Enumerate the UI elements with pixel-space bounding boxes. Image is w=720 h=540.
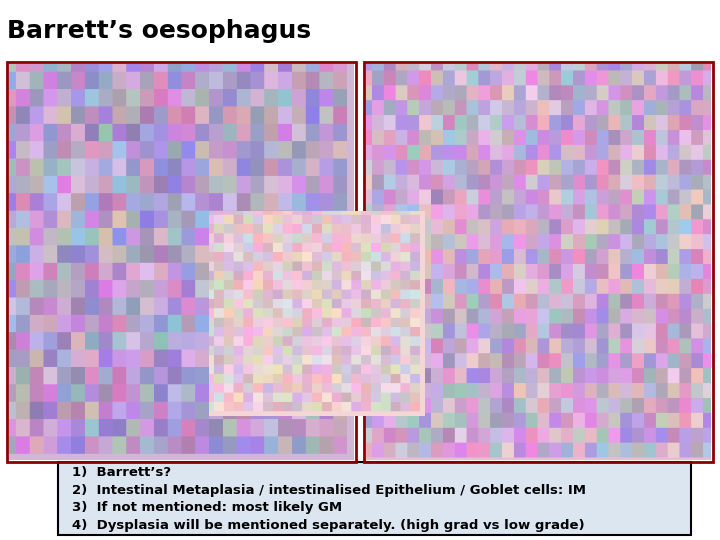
Bar (364, 62, 713, 462)
Text: A: A (17, 430, 34, 450)
Text: 3)  If not mentioned: most likely GM: 3) If not mentioned: most likely GM (72, 501, 342, 514)
Bar (7, 62, 356, 462)
Text: 4)  Dysplasia will be mentioned separately. (high grad vs low grade): 4) Dysplasia will be mentioned separatel… (72, 518, 585, 531)
Bar (58, 462, 691, 535)
Text: Barrett’s oesophagus: Barrett’s oesophagus (7, 19, 311, 43)
Text: 1)  Barrett’s?: 1) Barrett’s? (72, 467, 171, 480)
Text: B: B (373, 430, 390, 450)
Text: 2)  Intestinal Metaplasia / intestinalised Epithelium / Goblet cells: IM: 2) Intestinal Metaplasia / intestinalise… (72, 484, 586, 497)
